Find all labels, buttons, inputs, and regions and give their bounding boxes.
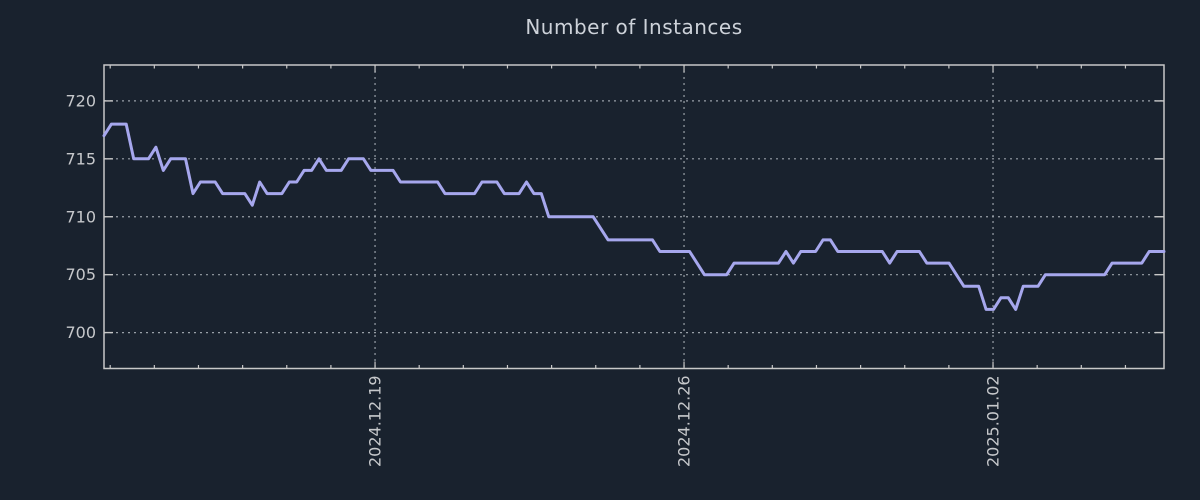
- chart-title: Number of Instances: [525, 15, 743, 39]
- x-tick-label: 2024.12.26: [675, 375, 694, 467]
- series-line-instances: [102, 122, 1166, 311]
- x-tick-label: 2025.01.02: [984, 375, 1003, 467]
- plot-border: [103, 64, 1165, 370]
- y-tick-label: 715: [65, 149, 96, 168]
- y-tick-label: 720: [65, 91, 96, 110]
- y-tick-label: 710: [65, 207, 96, 226]
- x-tick-label: 2024.12.19: [366, 375, 385, 467]
- y-tick-label: 700: [65, 323, 96, 342]
- y-tick-label: 705: [65, 265, 96, 284]
